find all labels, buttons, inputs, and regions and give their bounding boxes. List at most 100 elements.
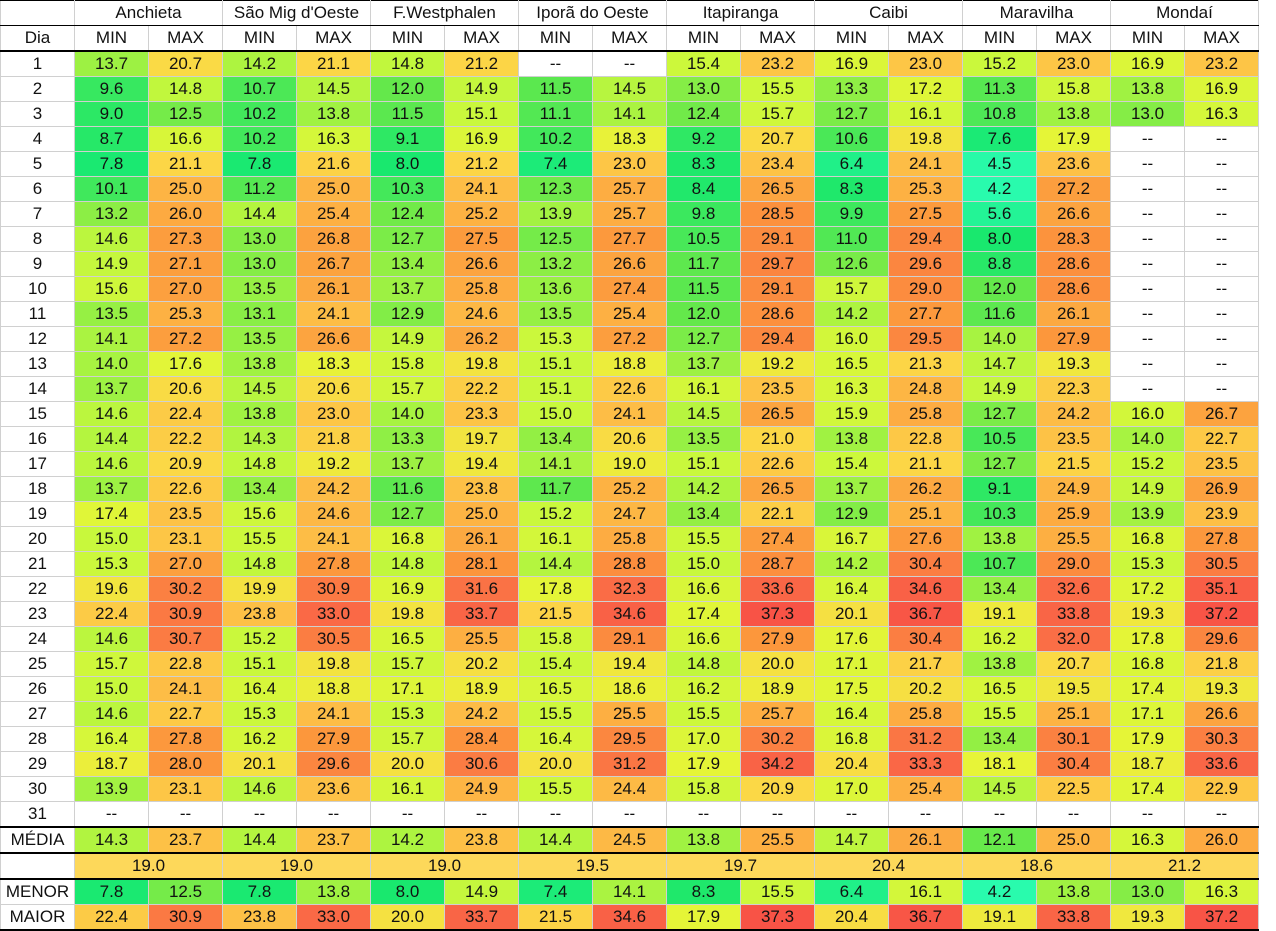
min-value: 10.3 (962, 501, 1037, 527)
min-value: 20.4 (814, 904, 889, 931)
min-value: 16.1 (666, 376, 741, 402)
max-value: 26.1 (888, 826, 963, 854)
overall-label-cell (0, 852, 75, 880)
max-value: 29.1 (592, 626, 667, 652)
min-value: 14.3 (222, 426, 297, 452)
max-value: -- (592, 50, 667, 77)
min-value: 15.1 (222, 651, 297, 677)
min-value: 16.9 (814, 50, 889, 77)
max-value: 25.5 (444, 626, 519, 652)
max-value: 22.6 (148, 476, 223, 502)
min-value: 15.7 (370, 726, 445, 752)
max-value: 23.5 (1184, 451, 1259, 477)
max-value: 15.7 (740, 101, 815, 127)
min-value: 13.4 (370, 251, 445, 277)
max-value: 20.6 (148, 376, 223, 402)
min-value: 12.7 (370, 226, 445, 252)
min-value: 17.0 (814, 776, 889, 802)
row-label: 11 (0, 301, 75, 327)
min-value: 7.8 (222, 151, 297, 177)
max-value: 33.8 (1036, 904, 1111, 931)
row-label: 22 (0, 576, 75, 602)
min-value: 13.0 (222, 226, 297, 252)
row-label: 21 (0, 551, 75, 577)
max-value: -- (1184, 351, 1259, 377)
max-header: MAX (1184, 25, 1259, 52)
min-value: 13.0 (222, 251, 297, 277)
min-value: 9.0 (74, 101, 149, 127)
station-name: Anchieta (74, 0, 223, 26)
max-value: 20.9 (148, 451, 223, 477)
min-value: 23.8 (222, 904, 297, 931)
min-header: MIN (814, 25, 889, 52)
min-value: 17.0 (666, 726, 741, 752)
min-value: 10.2 (518, 126, 593, 152)
table-row: 16 14.4 22.2 14.3 21.8 13.3 19.7 13.4 20.6 13.5 21… (0, 426, 1259, 452)
max-value: -- (148, 801, 223, 828)
max-value: 15.5 (740, 878, 815, 905)
max-value: 29.0 (1036, 551, 1111, 577)
max-value: 26.7 (1184, 401, 1259, 427)
max-value: 23.0 (888, 50, 963, 77)
max-value: 19.8 (444, 351, 519, 377)
min-value: 13.0 (666, 76, 741, 102)
row-label: 30 (0, 776, 75, 802)
max-value: 24.4 (592, 776, 667, 802)
min-value: 12.1 (962, 826, 1037, 854)
min-value: 13.8 (962, 651, 1037, 677)
max-value: 27.2 (592, 326, 667, 352)
max-value: 28.5 (740, 201, 815, 227)
max-value: 16.3 (1184, 101, 1259, 127)
max-value: 14.1 (592, 878, 667, 905)
max-value: 20.2 (888, 676, 963, 702)
max-value: 22.2 (148, 426, 223, 452)
max-value: 22.8 (888, 426, 963, 452)
min-value: 17.8 (518, 576, 593, 602)
min-value: 14.6 (74, 226, 149, 252)
min-value: 14.5 (962, 776, 1037, 802)
max-value: 24.1 (888, 151, 963, 177)
max-value: 27.1 (148, 251, 223, 277)
max-value: 29.1 (740, 226, 815, 252)
max-value: 22.1 (740, 501, 815, 527)
corner-cell (0, 0, 75, 26)
max-value: 25.3 (888, 176, 963, 202)
min-value: 13.5 (666, 426, 741, 452)
min-value: -- (1110, 351, 1185, 377)
max-value: 20.6 (296, 376, 371, 402)
min-value: 15.7 (74, 651, 149, 677)
table-row: 15 14.6 22.4 13.8 23.0 14.0 23.3 15.0 24.1 14.5 26… (0, 401, 1259, 427)
max-value: 30.9 (148, 601, 223, 627)
max-value: 27.4 (740, 526, 815, 552)
min-value: 14.5 (666, 401, 741, 427)
max-value: 33.8 (1036, 601, 1111, 627)
min-value: 16.8 (1110, 526, 1185, 552)
max-value: 14.9 (444, 76, 519, 102)
overall-average: 19.7 (666, 852, 815, 880)
max-value: 23.3 (444, 401, 519, 427)
row-label: 6 (0, 176, 75, 202)
min-value: 17.9 (666, 751, 741, 777)
min-value: 13.7 (74, 50, 149, 77)
min-value: 14.2 (814, 551, 889, 577)
max-value: 27.8 (1184, 526, 1259, 552)
max-value: -- (1184, 126, 1259, 152)
max-value: 30.2 (740, 726, 815, 752)
max-value: 13.8 (1036, 878, 1111, 905)
max-value: -- (1184, 801, 1259, 828)
min-value: 8.7 (74, 126, 149, 152)
min-value: 12.7 (666, 326, 741, 352)
max-value: 30.9 (296, 576, 371, 602)
max-value: 16.1 (888, 878, 963, 905)
min-value: -- (1110, 251, 1185, 277)
max-value: 23.0 (592, 151, 667, 177)
min-value: 12.5 (518, 226, 593, 252)
min-value: 17.4 (666, 601, 741, 627)
min-value: 16.8 (1110, 651, 1185, 677)
max-value: 32.3 (592, 576, 667, 602)
max-value: 23.4 (740, 151, 815, 177)
min-value: 9.8 (666, 201, 741, 227)
max-value: 22.2 (444, 376, 519, 402)
max-value: 28.0 (148, 751, 223, 777)
